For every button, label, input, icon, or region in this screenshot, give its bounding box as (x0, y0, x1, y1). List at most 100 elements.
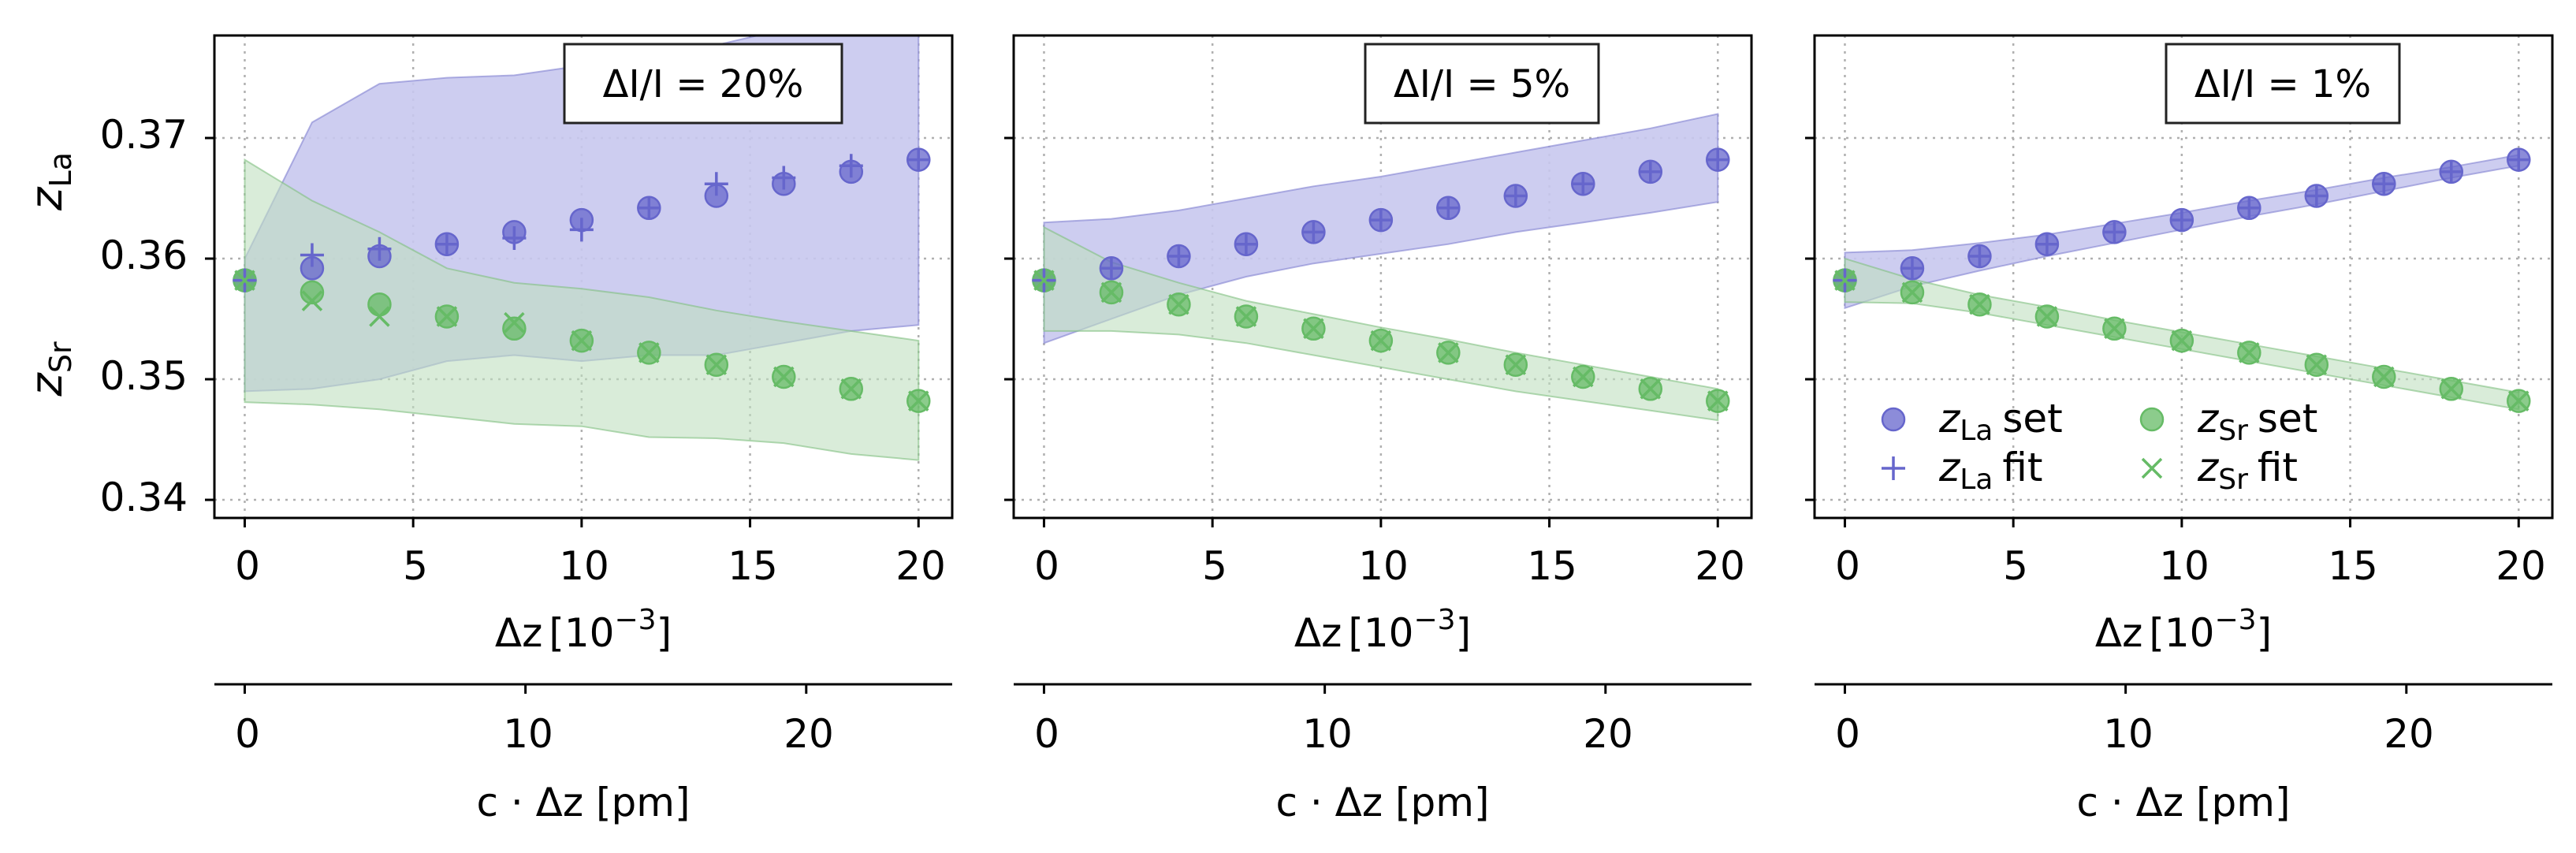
ticks (1004, 136, 1719, 527)
sr-fit-point (908, 390, 929, 412)
x-tick-label: 20 (1695, 543, 1745, 589)
secondary-tick-label: 10 (503, 711, 553, 757)
x-axis-title: Δz [10−3] (495, 604, 672, 656)
noise-annotation-box (563, 43, 843, 125)
sr-set-point (300, 280, 325, 305)
sr-fit-point (1707, 390, 1729, 412)
ticks (1805, 136, 2520, 527)
secondary-axis-title: c · Δz [pm] (477, 780, 691, 825)
la-fit-point (1301, 220, 1326, 244)
y-title-la: zLa (21, 152, 78, 211)
x-tick-labels: 0 5 10 15 20 (1835, 543, 2546, 589)
la-fit-point (839, 154, 863, 178)
sr-set-point (502, 316, 527, 341)
y-axis-title: zLa zSr (21, 152, 78, 397)
la-fit-point (2304, 184, 2328, 208)
y-tick-label: 0.35 (100, 353, 188, 399)
plot-frame (1012, 34, 1753, 520)
la-fit-point (1167, 244, 1191, 268)
la-fit-point (300, 243, 324, 267)
data-points (233, 147, 931, 413)
la-fit-point (704, 172, 728, 196)
x-tick-labels: 0 5 10 15 20 (1034, 543, 1745, 589)
la-fit-point (2169, 208, 2194, 233)
la-fit-point (1099, 256, 1123, 281)
sr-fit-point (1370, 330, 1392, 352)
x-tick-label: 10 (2159, 543, 2209, 589)
sr-fit-point (2036, 306, 2058, 327)
x-tick-label: 0 (1034, 543, 1059, 589)
x-tick-labels: 0 5 10 15 20 (235, 543, 946, 589)
la-fit-point (1900, 256, 1924, 281)
sr-fit-point (1901, 281, 1923, 304)
panel-1: 0 5 10 15 20 Δz [10−3] ΔI/I = 20% 0 10 20… (205, 34, 954, 825)
sr-fit-point (1303, 318, 1324, 340)
sr-fit-point (2508, 390, 2529, 412)
la-fit-point (1706, 147, 1730, 172)
sr-fit-point (2373, 366, 2395, 388)
sr-fit-point (2104, 318, 2125, 340)
sr-set-point (367, 292, 392, 317)
data-points (1032, 147, 1730, 413)
secondary-axis-ticks (1843, 684, 2408, 694)
plot-frame (1813, 34, 2554, 520)
sr-fit-point (1235, 306, 1257, 327)
sr-fit-point (1438, 342, 1459, 363)
la-fit-point (502, 226, 527, 251)
la-fit-point (1503, 184, 1528, 208)
secondary-axis-ticks (1042, 684, 1607, 694)
legend-label-sr-fit: zSr fit (2197, 445, 2298, 496)
legend: zLa set zLa fit zSr set zSr fit (1881, 396, 2317, 496)
la-fit-point (2439, 159, 2463, 184)
sr-fit-point (369, 306, 390, 327)
noise-annotation: ΔI/I = 1% (2194, 62, 2371, 106)
y-tick-label: 0.37 (100, 112, 188, 158)
sr-fit-point (571, 330, 593, 352)
legend-marker-la-fit (1882, 456, 1905, 480)
y-title-sr: zSr (21, 341, 78, 397)
sr-fit-point (1168, 293, 1189, 315)
la-fit-point (1571, 172, 1595, 196)
x-tick-label: 0 (1835, 543, 1860, 589)
plot-frame (213, 34, 954, 520)
secondary-tick-label: 0 (1835, 711, 1860, 757)
x-tick-label: 10 (559, 543, 609, 589)
x-tick-label: 20 (2496, 543, 2546, 589)
la-fit-point (434, 232, 459, 256)
la-fit-point (637, 196, 661, 220)
secondary-axis-ticks (243, 684, 808, 694)
la-fit-point (1368, 208, 1393, 233)
sr-fit-point (638, 342, 660, 363)
sr-fit-point (2306, 354, 2328, 375)
sr-fit-point (2171, 330, 2193, 352)
data-points (1833, 147, 2531, 413)
noise-annotation: ΔI/I = 20% (603, 62, 804, 106)
noise-annotation: ΔI/I = 5% (1394, 62, 1570, 106)
x-tick-label: 15 (1527, 543, 1577, 589)
y-tick-label: 0.34 (100, 475, 188, 520)
la-fit-point (367, 237, 392, 261)
sr-fit-point (1834, 270, 1856, 291)
sr-fit-point (840, 378, 862, 400)
sr-fit-point (773, 366, 795, 388)
sr-fit-point (1573, 366, 1594, 388)
la-fit-point (2237, 196, 2261, 220)
secondary-tick-label: 20 (2384, 711, 2434, 757)
secondary-axis-title: c · Δz [pm] (2077, 780, 2291, 825)
sr-uncertainty-band (244, 158, 920, 461)
x-tick-label: 5 (403, 543, 428, 589)
sr-fit-point (1505, 354, 1527, 375)
la-fit-point (906, 147, 931, 172)
secondary-tick-label: 0 (235, 711, 260, 757)
sr-fit-point (2239, 342, 2260, 363)
la-fit-point (1967, 244, 1992, 268)
sr-fit-point (705, 354, 728, 375)
ticks (205, 136, 920, 527)
sr-fit-point (2440, 378, 2462, 400)
la-fit-point (1436, 196, 1461, 220)
sr-fit-point (1969, 293, 1990, 315)
x-tick-label: 5 (2003, 543, 2028, 589)
la-fit-point (772, 166, 796, 190)
x-tick-label: 15 (2328, 543, 2378, 589)
